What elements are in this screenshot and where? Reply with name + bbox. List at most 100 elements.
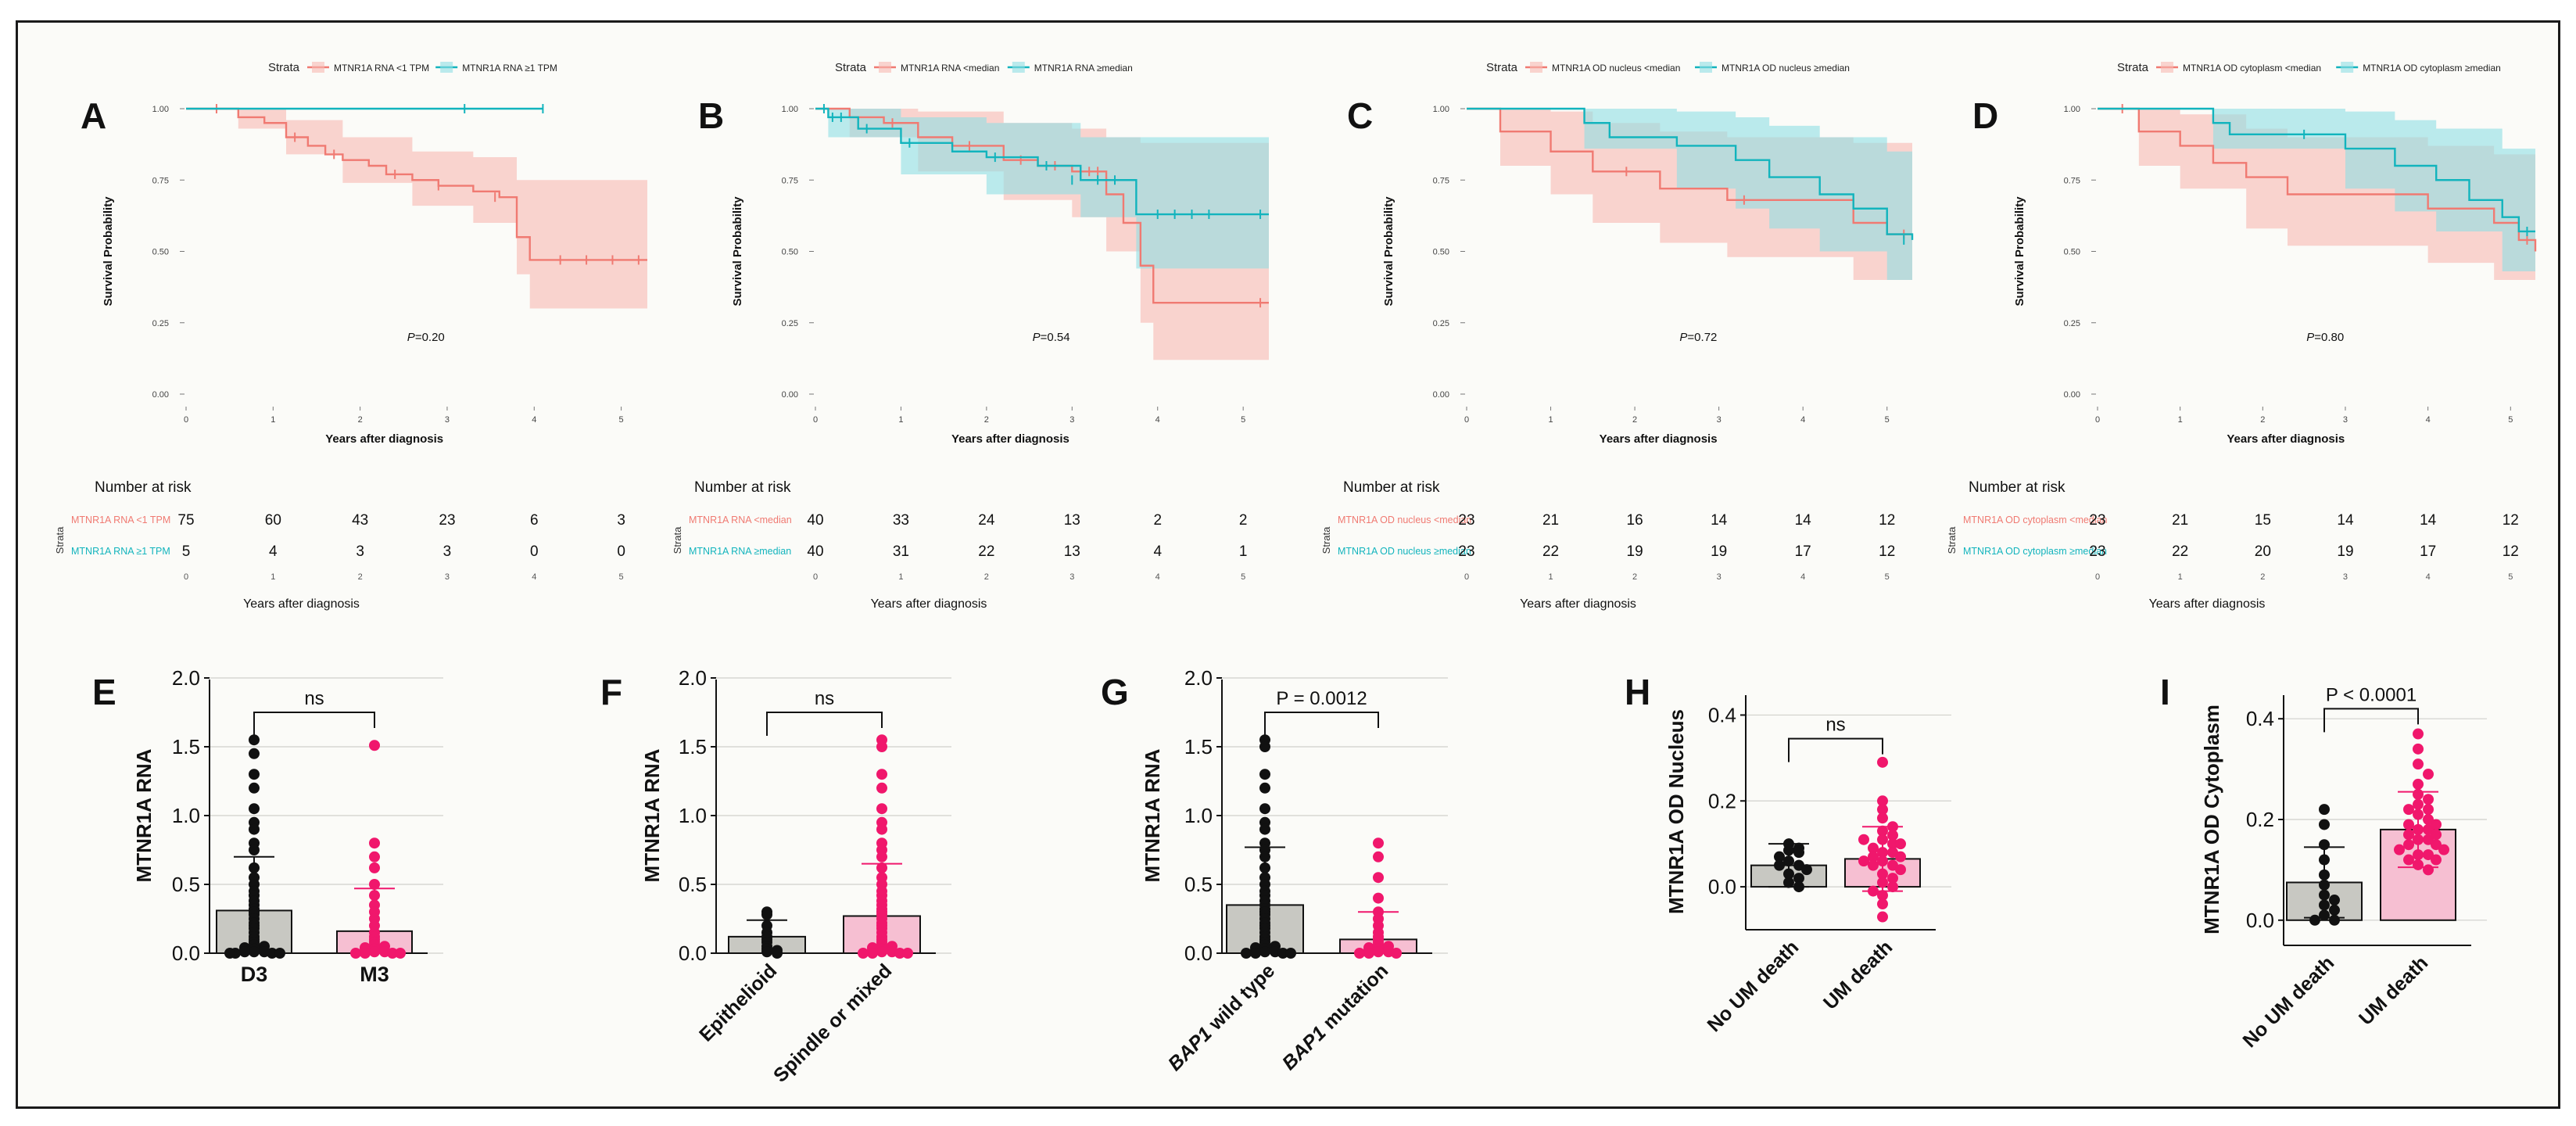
km-y-tick: 0.25 [2064, 319, 2080, 328]
risk-value: 4 [1153, 543, 1162, 560]
risk-value: 20 [2255, 543, 2271, 560]
risk-table-y-label: Strata [672, 526, 683, 554]
km-x-tick: 0 [1464, 415, 1469, 425]
km-curve [186, 107, 647, 261]
risk-value: 13 [1064, 543, 1080, 560]
category-rest: wild type [1201, 959, 1279, 1038]
panel-letter: I [2160, 672, 2170, 712]
data-point [1783, 855, 1794, 867]
category-label: D3 [241, 963, 268, 986]
km-x-tick: 4 [1800, 415, 1805, 425]
km-x-tick: 1 [2178, 415, 2183, 425]
km-y-tick: 0.00 [2064, 390, 2080, 400]
y-tick-label: 0.4 [1708, 703, 1736, 726]
data-point [1858, 855, 1869, 867]
km-y-tick: 0.25 [152, 319, 169, 328]
y-tick-label: 0.5 [679, 873, 707, 896]
data-point [876, 803, 887, 815]
data-point [395, 948, 406, 959]
km-x-tick: 4 [1155, 415, 1160, 425]
risk-value: 19 [1711, 543, 1727, 560]
km-x-tick: 2 [1632, 415, 1637, 425]
significance-label: ns [304, 688, 324, 709]
km-x-tick: 5 [1241, 415, 1245, 425]
km-p-symbol: P [1033, 331, 1041, 344]
risk-value: 12 [1879, 512, 1895, 529]
data-point [1895, 864, 1906, 876]
km-x-tick: 5 [1885, 415, 1890, 425]
data-point [1858, 834, 1869, 845]
km-p-number: =0.54 [1041, 331, 1070, 344]
y-tick-label: 0.2 [2246, 808, 2274, 831]
km-x-tick: 4 [2426, 415, 2431, 425]
data-point [1868, 885, 1879, 897]
data-point [1373, 872, 1384, 884]
data-point [876, 862, 887, 873]
data-point [2329, 914, 2340, 926]
y-tick-label: 0.0 [1708, 875, 1736, 898]
data-point [1363, 948, 1374, 959]
risk-table: Number at risk Strata MTNR1A OD nucleus <m… [1320, 479, 1895, 611]
panel-letter: H [1625, 672, 1650, 712]
data-point [249, 803, 260, 815]
data-point [2394, 844, 2405, 855]
risk-table: Number at risk Strata MTNR1A OD cytoplasm … [1946, 479, 2519, 611]
data-point [2413, 778, 2424, 790]
km-y-tick: 0.50 [1433, 248, 1449, 257]
data-point [772, 948, 783, 959]
category-rest: mutation [1315, 959, 1392, 1037]
risk-value: 14 [1795, 512, 1812, 529]
data-point [761, 946, 772, 958]
data-point [249, 782, 260, 794]
data-point [1259, 741, 1270, 752]
data-point [239, 946, 250, 958]
data-point [267, 948, 278, 959]
data-point [876, 851, 887, 862]
km-x-tick: 3 [2343, 415, 2348, 425]
km-x-tick: 3 [1717, 415, 1722, 425]
risk-value: 23 [2089, 543, 2105, 560]
data-point [2423, 804, 2434, 816]
risk-x-tick: 0 [1464, 572, 1469, 582]
data-point [1877, 812, 1888, 824]
data-point [1285, 948, 1296, 959]
data-point [1774, 851, 1785, 862]
data-point [1793, 873, 1804, 884]
data-point [2423, 864, 2434, 876]
significance-label: P = 0.0012 [1276, 688, 1367, 709]
risk-value: 75 [177, 512, 194, 529]
data-point [2413, 823, 2424, 835]
risk-row-label: MTNR1A RNA <median [689, 515, 792, 525]
risk-value: 13 [1064, 512, 1080, 529]
data-point [1259, 862, 1270, 873]
dotbar-panel-i: I 0.0 0.2 0.4 MTNR1A OD Cytoplasm No UM death… [2160, 672, 2487, 1052]
panel-letter: D [1972, 95, 1998, 136]
panel-letter: B [698, 95, 724, 136]
data-point [369, 862, 380, 873]
risk-value: 4 [269, 543, 278, 560]
risk-x-tick: 3 [2343, 572, 2348, 582]
data-point [2319, 899, 2330, 911]
data-point [274, 948, 285, 959]
risk-x-label: Years after diagnosis [1520, 597, 1636, 611]
km-p-symbol: P [1679, 331, 1687, 344]
km-y-tick: 0.75 [1433, 176, 1449, 185]
data-point [1801, 864, 1812, 876]
data-point [1877, 855, 1888, 867]
data-point [858, 948, 869, 959]
km-p-symbol: P [2306, 331, 2314, 344]
km-p-value: P=0.20 [407, 331, 445, 344]
data-point [1877, 756, 1888, 768]
risk-value: 0 [617, 543, 625, 560]
data-point [369, 740, 380, 751]
data-point [1877, 898, 1888, 910]
legend-entry: MTNR1A RNA ≥median [1034, 63, 1133, 74]
data-point [1895, 851, 1906, 862]
risk-value: 23 [1458, 512, 1474, 529]
risk-x-tick: 5 [619, 572, 624, 582]
figure-frame: A Strata MTNR1A RNA <1 TPM MTNR1A RNA ≥1 TP… [16, 20, 2560, 1109]
km-panel-c: C Strata MTNR1A OD nucleus <median MTNR1A O… [1320, 61, 1914, 611]
km-ci-bands [815, 109, 1269, 360]
data-point [2438, 844, 2449, 855]
data-point [1774, 859, 1785, 871]
